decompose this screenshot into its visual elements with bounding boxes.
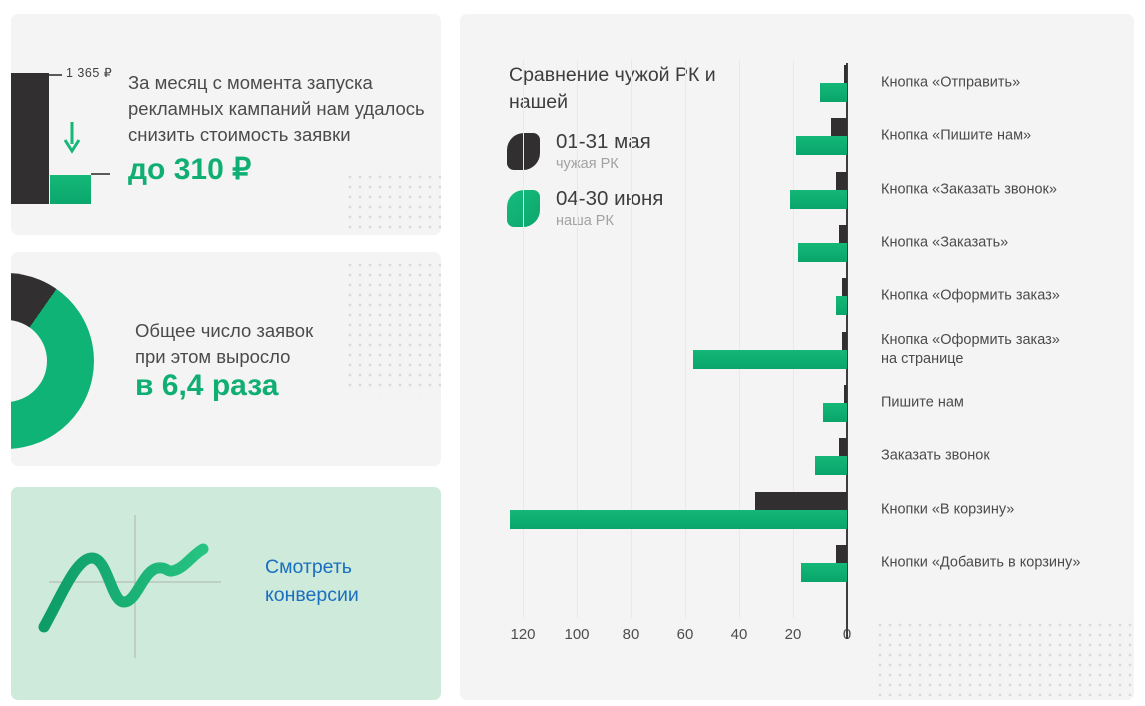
donut-chart-icon (11, 273, 94, 449)
old-cost-value-label: 1 365 ₽ (66, 66, 113, 80)
bar-may-1 (830, 118, 847, 137)
bar-may-8 (755, 491, 847, 510)
bar-june-3 (798, 243, 847, 263)
category-label-6: Пишите нам (881, 394, 964, 411)
card-requests-growth: Общее число заявок при этом выросло в 6,… (11, 252, 441, 466)
category-label-8: Кнопки «В корзину» (881, 501, 1015, 518)
requests-card-highlight: в 6,4 раза (135, 369, 279, 402)
bar-june-5 (693, 349, 847, 369)
new-cost-tick-line (91, 173, 110, 175)
card-conversions: Смотреть конверсии (11, 487, 441, 700)
category-label-3: Кнопка «Заказать» (881, 234, 1009, 251)
zero-axis-line (846, 63, 848, 639)
category-label-5: Кнопка «Оформить заказ» на странице (881, 331, 1060, 367)
dots-decoration (875, 620, 1133, 696)
bar-june-6 (822, 403, 847, 423)
bar-june-7 (814, 456, 847, 476)
chart-title: Сравнение чужой РК и нашей (509, 64, 716, 113)
bar-june-4 (836, 296, 847, 316)
category-label-1: Кнопка «Пишите нам» (881, 127, 1032, 144)
gridline (523, 60, 524, 618)
dots-decoration (345, 260, 441, 394)
bar-may-7 (838, 438, 847, 457)
category-label-2: Кнопка «Заказать звонок» (881, 181, 1057, 198)
category-label-9: Кнопки «Добавить в корзину» (881, 554, 1081, 571)
old-cost-bar-icon (11, 73, 49, 204)
line-chart-icon (38, 515, 221, 658)
down-arrow-icon (63, 122, 81, 154)
bar-june-2 (790, 189, 847, 209)
cost-card-highlight: до 310 ₽ (128, 153, 252, 186)
old-cost-tick-line (49, 74, 62, 76)
card-cost-per-lead: 1 365 ₽ За месяц с момента запуска рекла… (11, 14, 441, 235)
comparison-chart-panel: Сравнение чужой РК и нашей 01-31 мая чуж… (460, 14, 1134, 700)
bar-may-6 (844, 385, 847, 404)
bar-june-0 (820, 83, 847, 102)
dots-decoration (345, 172, 441, 234)
x-tick-label: 20 (784, 626, 802, 643)
new-cost-bar-icon (50, 175, 91, 204)
gridline (577, 60, 578, 618)
legend-sublabel-ours: наша РК (556, 213, 614, 229)
bar-june-1 (795, 136, 847, 156)
x-tick-label: 100 (564, 626, 590, 643)
bar-may-5 (841, 331, 847, 350)
gridline (631, 60, 632, 618)
gridline (685, 60, 686, 618)
bar-may-0 (844, 65, 847, 83)
bar-may-2 (836, 171, 847, 190)
view-conversions-link[interactable]: Смотреть конверсии (265, 556, 359, 606)
x-tick-label: 80 (622, 626, 640, 643)
category-label-0: Кнопка «Отправить» (881, 74, 1021, 91)
bar-may-9 (836, 545, 847, 564)
cost-card-text: За месяц с момента запуска рекламных кам… (128, 72, 425, 145)
legend-label-june: 04-30 июня (556, 187, 664, 210)
gridline (793, 60, 794, 618)
x-tick-label: 120 (510, 626, 536, 643)
category-label-4: Кнопка «Оформить заказ» (881, 287, 1060, 304)
bar-june-8 (509, 509, 847, 529)
legend-label-may: 01-31 мая (556, 130, 651, 153)
bar-june-9 (801, 563, 847, 583)
category-label-7: Заказать звонок (881, 447, 990, 464)
legend-sublabel-foreign: чужая РК (556, 156, 619, 172)
x-tick-label: 40 (730, 626, 748, 643)
bar-may-4 (841, 278, 847, 297)
x-tick-label: 60 (676, 626, 694, 643)
gridline (739, 60, 740, 618)
requests-card-text: Общее число заявок при этом выросло (135, 320, 314, 367)
bar-may-3 (838, 225, 847, 244)
